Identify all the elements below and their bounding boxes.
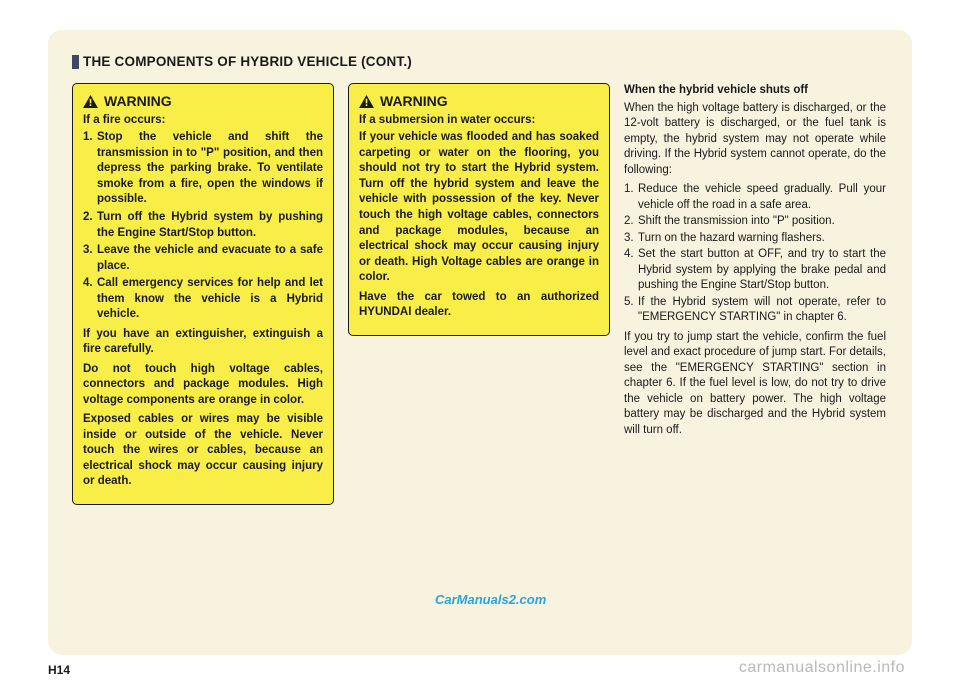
watermark-carmanualsonline: carmanualsonline.info [739,659,905,677]
columns: WARNING If a fire occurs: 1.Stop the veh… [72,83,888,505]
header-title: THE COMPONENTS OF HYBRID VEHICLE (CONT.) [83,54,412,69]
page-body: THE COMPONENTS OF HYBRID VEHICLE (CONT.)… [48,30,912,655]
warning-box-fire: WARNING If a fire occurs: 1.Stop the veh… [72,83,334,505]
col3-outro: If you try to jump start the vehicle, co… [624,330,886,439]
list-item: 5.If the Hybrid system will not operate,… [624,295,886,326]
warning-para: Do not touch high voltage cables, connec… [83,362,323,409]
list-item: 3.Turn on the hazard warning flashers. [624,231,886,247]
header-mark [72,55,79,69]
warning-label: WARNING [380,92,448,111]
warning-triangle-icon [83,95,98,108]
warning-header: WARNING [83,92,323,111]
section-header: THE COMPONENTS OF HYBRID VEHICLE (CONT.) [72,54,888,69]
warning-label: WARNING [104,92,172,111]
warning-sub: If a fire occurs: [83,113,323,129]
column-2: WARNING If a submersion in water occurs:… [348,83,610,505]
warning-para: If you have an extinguisher, extinguish … [83,327,323,358]
list-item: 1.Reduce the vehicle speed gradually. Pu… [624,182,886,213]
col3-list: 1.Reduce the vehicle speed gradually. Pu… [624,182,886,326]
watermark-carmanuals2: CarManuals2.com [435,592,546,607]
list-item: 3.Leave the vehicle and evacuate to a sa… [83,243,323,274]
list-item: 1.Stop the vehicle and shift the transmi… [83,130,323,208]
page-number: H14 [48,663,70,677]
list-item: 4.Set the start button at OFF, and try t… [624,247,886,294]
column-3: When the hybrid vehicle shuts off When t… [624,83,886,505]
warning-para: Have the car towed to an authorized HYUN… [359,290,599,321]
warning-box-water: WARNING If a submersion in water occurs:… [348,83,610,336]
warning-triangle-icon [359,95,374,108]
list-item: 4.Call emergency services for help and l… [83,276,323,323]
warning-list: 1.Stop the vehicle and shift the transmi… [83,130,323,322]
warning-para: If your vehicle was flooded and has soak… [359,130,599,285]
warning-sub: If a submersion in water occurs: [359,113,599,129]
col3-intro: When the high voltage battery is dischar… [624,101,886,179]
col3-heading: When the hybrid vehicle shuts off [624,83,886,99]
warning-para: Exposed cables or wires may be visible i… [83,412,323,490]
list-item: 2.Shift the transmission into "P" positi… [624,214,886,230]
column-1: WARNING If a fire occurs: 1.Stop the veh… [72,83,334,505]
list-item: 2.Turn off the Hybrid system by pushing … [83,210,323,241]
warning-header: WARNING [359,92,599,111]
